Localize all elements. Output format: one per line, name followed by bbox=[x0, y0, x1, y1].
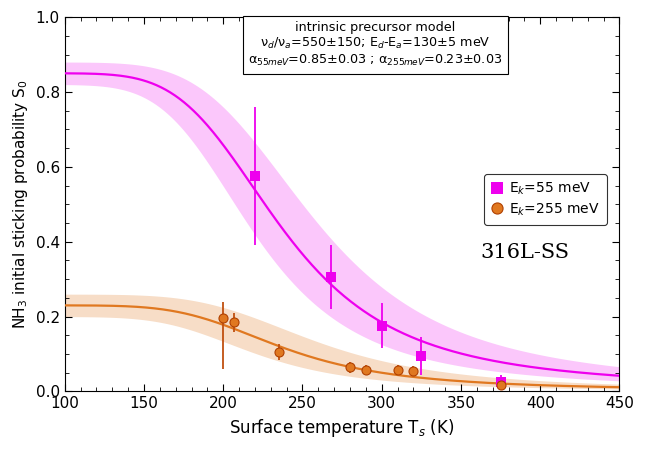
Text: intrinsic precursor model
ν$_d$/ν$_a$=550±150; E$_d$-E$_a$=130±5 meV
α$_{55meV}$: intrinsic precursor model ν$_d$/ν$_a$=55… bbox=[248, 21, 502, 68]
Y-axis label: NH$_3$ initial sticking probability S$_0$: NH$_3$ initial sticking probability S$_0… bbox=[11, 80, 30, 329]
Legend: E$_k$=55 meV, E$_k$=255 meV: E$_k$=55 meV, E$_k$=255 meV bbox=[484, 174, 607, 225]
Text: 316L-SS: 316L-SS bbox=[481, 243, 570, 262]
X-axis label: Surface temperature T$_s$ (K): Surface temperature T$_s$ (K) bbox=[230, 417, 455, 439]
